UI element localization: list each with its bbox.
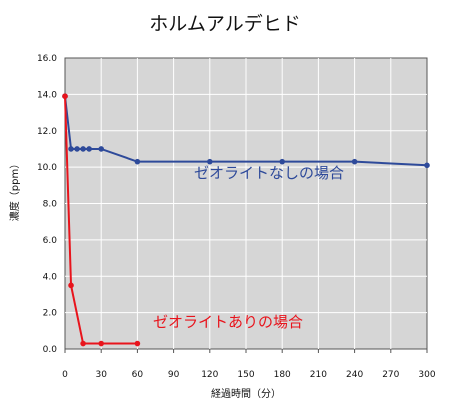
data-point-0-4 [86, 146, 92, 152]
y-tick-label: 0.0 [43, 345, 58, 355]
data-point-0-2 [74, 146, 80, 152]
data-point-1-4 [134, 340, 141, 347]
x-tick-label: 90 [168, 370, 180, 380]
x-tick-label: 150 [237, 370, 254, 380]
x-tick-label: 0 [62, 370, 68, 380]
y-tick-label: 6.0 [43, 236, 58, 246]
y-axis-label: 濃度（ppm） [8, 159, 21, 221]
y-tick-label: 12.0 [37, 127, 57, 137]
data-point-0-7 [207, 158, 213, 165]
data-point-0-5 [98, 146, 104, 152]
x-axis: 0 30 60 90 120 150 180 210 240 270 300 [62, 349, 436, 380]
data-point-0-9 [351, 158, 358, 165]
series-label-with-zeolite: ゼオライトありの場合 [153, 313, 303, 331]
x-tick-label: 30 [95, 370, 107, 380]
x-tick-label: 270 [382, 370, 399, 380]
data-point-0-10 [424, 162, 430, 169]
y-tick-label: 14.0 [37, 90, 57, 100]
y-tick-label: 4.0 [43, 272, 58, 282]
data-point-1-1 [68, 282, 74, 289]
series-label-without-zeolite: ゼオライトなしの場合 [194, 164, 344, 182]
data-point-1-2 [80, 340, 86, 347]
data-point-1-0 [62, 93, 68, 99]
chart-title: ホルムアルデヒド [149, 13, 300, 35]
data-point-1-3 [98, 340, 104, 347]
x-tick-label: 60 [132, 370, 144, 380]
x-tick-label: 120 [201, 370, 218, 380]
y-tick-label: 8.0 [43, 200, 58, 210]
grid-lines [65, 58, 427, 349]
x-axis-label: 経過時間（分） [211, 387, 281, 400]
x-tick-label: 300 [418, 370, 435, 380]
data-point-0-8 [279, 158, 286, 165]
x-tick-label: 210 [310, 370, 327, 380]
x-tick-label: 180 [274, 370, 291, 380]
data-point-0-6 [134, 158, 141, 165]
x-tick-label: 240 [346, 370, 363, 380]
data-point-0-1 [68, 146, 74, 152]
y-axis: 0.0 2.0 4.0 6.0 8.0 10.0 12.0 14.0 16.0 [37, 54, 57, 355]
y-tick-label: 2.0 [43, 309, 58, 319]
y-tick-label: 10.0 [37, 163, 57, 173]
data-point-0-3 [80, 146, 86, 152]
series-group [62, 93, 430, 347]
y-tick-label: 16.0 [37, 54, 57, 64]
